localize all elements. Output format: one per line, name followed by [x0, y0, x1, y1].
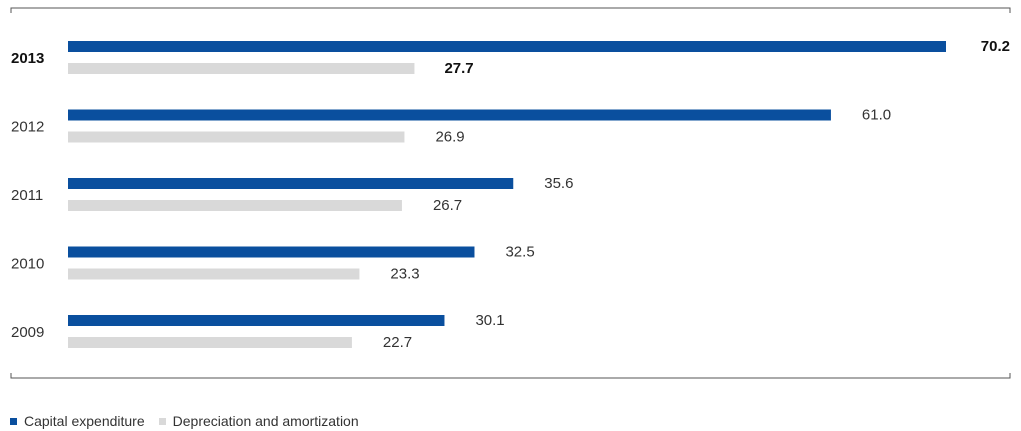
year-label: 2011	[11, 187, 43, 204]
bar-chart: 2013 70.2 27.7 2012 61.0 26.9 2011 35.6 26.7 2010…	[0, 0, 1021, 400]
legend: Capital expenditure Depreciation and amo…	[10, 413, 373, 429]
legend-label-capex: Capital expenditure	[24, 413, 145, 429]
data-label: 26.7	[433, 197, 462, 214]
data-label: 26.9	[435, 129, 464, 146]
legend-swatch-capex	[10, 418, 17, 425]
bar-capital-expenditure	[68, 41, 946, 52]
bar-capital-expenditure	[68, 110, 831, 121]
bar-capital-expenditure	[68, 315, 444, 326]
legend-item-capex: Capital expenditure	[10, 413, 145, 429]
bar-depreciation	[68, 337, 352, 348]
legend-item-depreciation: Depreciation and amortization	[159, 413, 359, 429]
bar-capital-expenditure	[68, 178, 513, 189]
data-label: 61.0	[862, 107, 891, 124]
frame-top	[11, 8, 1010, 13]
data-label: 32.5	[505, 244, 534, 261]
data-label: 22.7	[383, 334, 412, 351]
year-label: 2013	[11, 50, 44, 67]
data-label: 27.7	[444, 60, 473, 77]
legend-label-depreciation: Depreciation and amortization	[173, 413, 359, 429]
bar-capital-expenditure	[68, 247, 474, 258]
bar-depreciation	[68, 200, 402, 211]
bar-depreciation	[68, 269, 359, 280]
year-label: 2012	[11, 119, 44, 136]
bar-depreciation	[68, 132, 404, 143]
data-label: 23.3	[390, 266, 419, 283]
bar-depreciation	[68, 63, 414, 74]
legend-swatch-depreciation	[159, 418, 166, 425]
year-label: 2009	[11, 324, 44, 341]
data-label: 35.6	[544, 175, 573, 192]
data-label: 70.2	[981, 38, 1010, 55]
year-label: 2010	[11, 256, 44, 273]
frame-bottom	[11, 373, 1010, 378]
data-label: 30.1	[475, 312, 504, 329]
